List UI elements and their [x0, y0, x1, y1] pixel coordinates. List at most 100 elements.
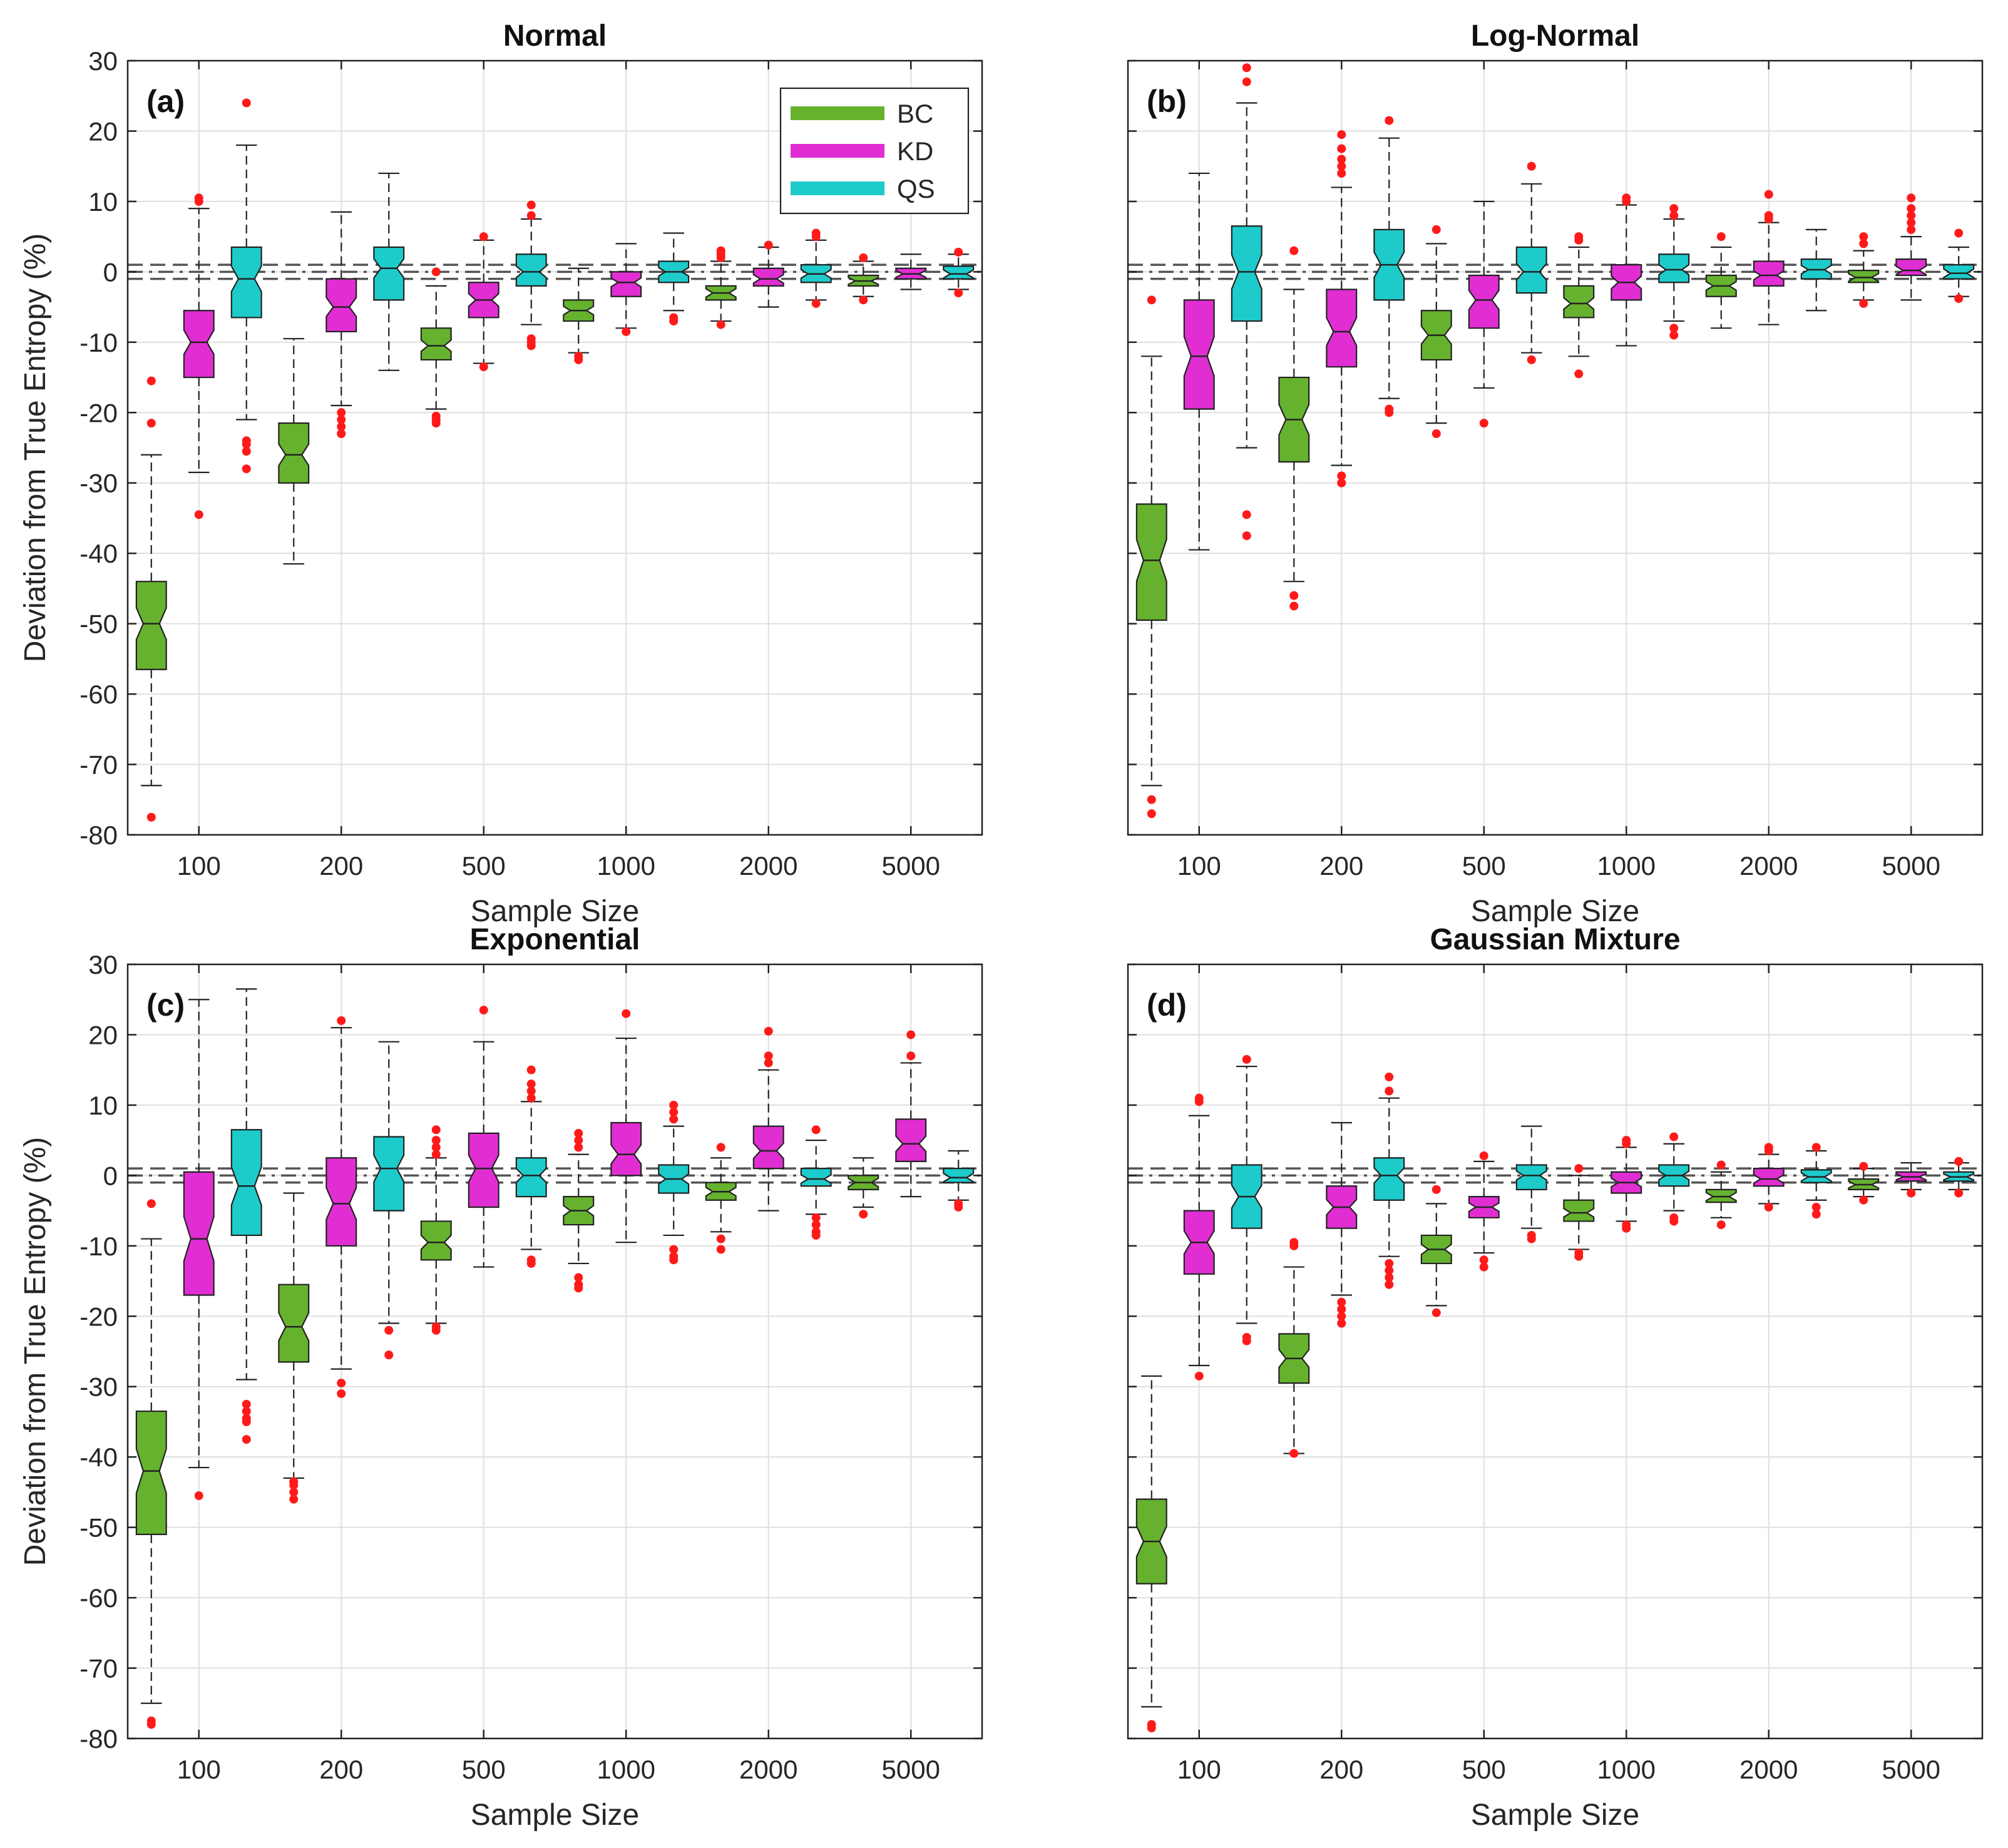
- box-bc-200: [1278, 1238, 1310, 1458]
- y-tick-label: -30: [79, 469, 118, 498]
- y-tick-label: -60: [79, 680, 118, 709]
- x-tick-label: 500: [462, 1755, 506, 1784]
- box-bc-100: [1135, 1375, 1167, 1733]
- legend-label-kd: KD: [897, 136, 933, 166]
- box-qs-100: [230, 98, 262, 474]
- outlier-point: [1289, 246, 1299, 255]
- x-tick-label: 100: [177, 851, 221, 881]
- outlier-point: [811, 1230, 821, 1240]
- y-tick-label: -10: [79, 328, 118, 357]
- box-body: [278, 422, 310, 484]
- outlier-point: [1811, 1202, 1821, 1212]
- outlier-point: [859, 253, 868, 262]
- box-body: [1231, 225, 1263, 322]
- outlier-point: [1242, 1054, 1251, 1064]
- box-qs-1000: [658, 1100, 690, 1265]
- box-bc-500: [420, 1125, 452, 1335]
- box-kd-5000: [895, 1030, 927, 1198]
- outlier-point: [1669, 211, 1679, 220]
- x-tick-label: 500: [1462, 851, 1506, 881]
- outlier-point: [289, 1488, 299, 1497]
- outlier-point: [716, 1143, 725, 1152]
- outlier-point: [764, 1051, 773, 1061]
- x-tick-label: 100: [1177, 1755, 1221, 1784]
- outlier-point: [574, 1136, 583, 1145]
- outlier-point: [242, 464, 251, 474]
- y-tick-label: -80: [79, 820, 118, 850]
- outlier-point: [1479, 1262, 1488, 1272]
- outlier-point: [1669, 330, 1679, 340]
- y-tick-label: -60: [79, 1583, 118, 1613]
- outlier-point: [242, 98, 251, 108]
- outlier-point: [1385, 1280, 1394, 1289]
- outlier-point: [1242, 510, 1251, 519]
- outlier-point: [1622, 193, 1631, 203]
- outlier-point: [1574, 1252, 1584, 1261]
- box-qs-1000: [1658, 1132, 1690, 1226]
- outlier-point: [1954, 294, 1964, 304]
- outlier-point: [242, 1399, 251, 1409]
- outlier-point: [811, 299, 821, 308]
- box-qs-2000: [800, 1125, 832, 1240]
- outlier-point: [954, 288, 963, 298]
- box-bc-5000: [1848, 232, 1880, 308]
- outlier-point: [1385, 408, 1394, 417]
- box-body: [752, 1125, 784, 1170]
- outlier-point: [526, 211, 536, 220]
- outlier-point: [1954, 228, 1964, 238]
- box-body: [895, 1118, 927, 1162]
- box-qs-100: [1231, 1054, 1263, 1345]
- box-body: [1326, 288, 1358, 368]
- box-bc-2000: [1705, 1160, 1737, 1230]
- outlier-point: [194, 193, 203, 203]
- box-kd-500: [468, 1006, 499, 1268]
- outlier-point: [1385, 1266, 1394, 1275]
- outlier-point: [1194, 1093, 1204, 1103]
- box-body: [1183, 299, 1215, 410]
- box-bc-100: [135, 376, 167, 822]
- x-tick-label: 5000: [1882, 1755, 1940, 1784]
- box-qs-5000: [1943, 1156, 1975, 1198]
- x-tick-label: 500: [1462, 1755, 1506, 1784]
- box-kd-100: [1183, 1093, 1215, 1381]
- x-tick-label: 1000: [597, 1755, 655, 1784]
- outlier-point: [1194, 1371, 1204, 1381]
- outlier-point: [1147, 795, 1156, 804]
- outlier-point: [242, 1407, 251, 1416]
- outlier-point: [669, 1108, 679, 1117]
- box-kd-200: [325, 211, 357, 439]
- outlier-point: [1764, 1202, 1773, 1212]
- outlier-point: [1907, 225, 1916, 234]
- outlier-point: [1764, 1143, 1773, 1152]
- x-tick-label: 1000: [1597, 851, 1656, 881]
- x-axis-label: Sample Size: [1471, 895, 1639, 928]
- outlier-point: [859, 295, 868, 305]
- box-body: [420, 1220, 452, 1261]
- box-bc-100: [135, 1199, 167, 1729]
- box-qs-500: [515, 200, 547, 350]
- outlier-point: [1622, 1136, 1631, 1145]
- outlier-point: [1337, 1297, 1346, 1307]
- y-tick-label: -30: [79, 1372, 118, 1402]
- box-bc-200: [1278, 246, 1310, 611]
- outlier-point: [1907, 193, 1916, 203]
- outlier-point: [954, 1202, 963, 1212]
- outlier-point: [337, 429, 346, 439]
- panel-label: (d): [1147, 988, 1187, 1023]
- box-body: [1753, 260, 1785, 287]
- box-qs-500: [1515, 161, 1547, 364]
- outlier-point: [431, 419, 441, 428]
- outlier-point: [1574, 1164, 1584, 1173]
- box-qs-5000: [1943, 228, 1975, 304]
- outlier-point: [479, 1006, 488, 1015]
- x-tick-label: 5000: [882, 1755, 940, 1784]
- box-bc-2000: [705, 246, 737, 329]
- outlier-point: [811, 1213, 821, 1222]
- y-tick-label: 20: [88, 116, 118, 146]
- box-kd-100: [183, 999, 215, 1501]
- outlier-point: [1669, 204, 1679, 213]
- box-kd-1000: [1611, 193, 1642, 347]
- outlier-point: [1907, 218, 1916, 227]
- outlier-point: [1527, 1234, 1536, 1243]
